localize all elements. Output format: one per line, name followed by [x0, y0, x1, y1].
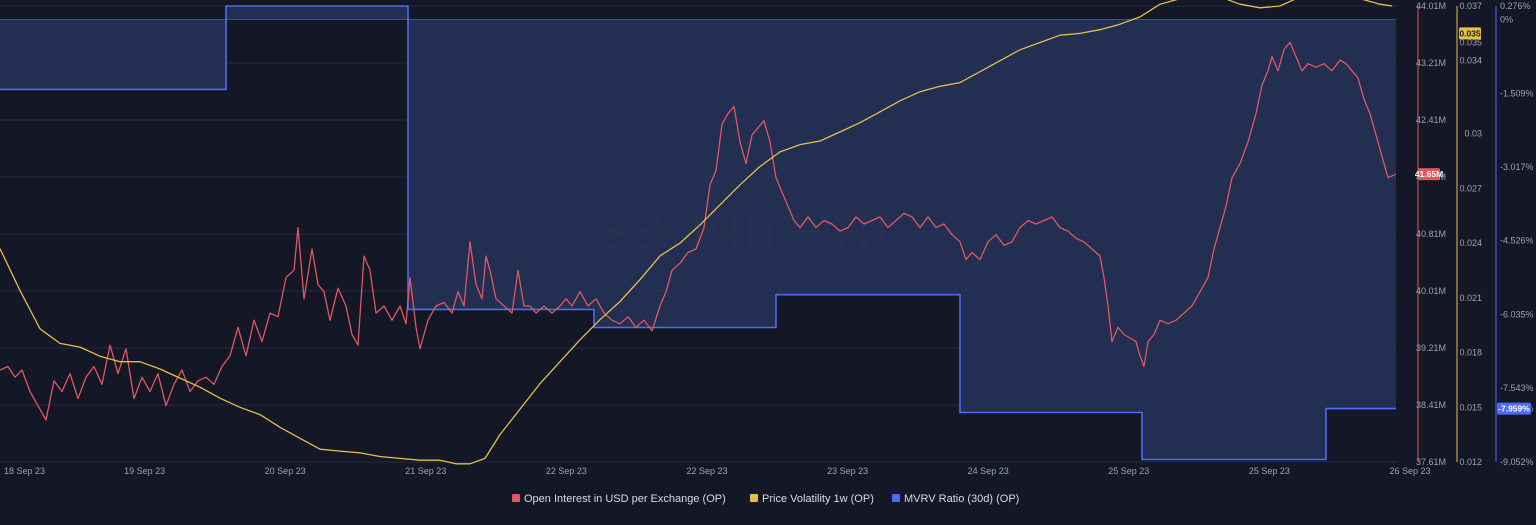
axis-tick-mvrv-5: -6.035% — [1500, 310, 1534, 320]
x-tick-9: 25 Sep 23 — [1249, 466, 1290, 476]
series-line-oi — [0, 41, 1397, 421]
axis-tick-mvrv-3: -3.017% — [1500, 162, 1534, 172]
axis-tick-oi-5: 40.01M — [1416, 286, 1446, 296]
legend-label-0: Open Interest in USD per Exchange (OP) — [524, 493, 726, 505]
axis-tick-oi-0: 44.01M — [1416, 1, 1446, 11]
axis-tick-mvrv-8: -9.052% — [1500, 457, 1534, 467]
axis-tick-oi-7: 38.41M — [1416, 400, 1446, 410]
axis-tick-oi-2: 42.41M — [1416, 115, 1446, 125]
legend-label-2: MVRV Ratio (30d) (OP) — [904, 493, 1019, 505]
axis-tick-mvrv-1: 0% — [1500, 14, 1513, 24]
axis-tick-vol-3: 0.03 — [1464, 129, 1482, 139]
current-badge-label-oi: 41.65M — [1415, 169, 1443, 179]
mvrv-fill-area — [0, 6, 1396, 460]
watermark: ·santiment· — [574, 190, 916, 262]
axis-tick-oi-4: 40.81M — [1416, 229, 1446, 239]
axis-tick-mvrv-2: -1.509% — [1500, 88, 1534, 98]
axis-tick-vol-8: 0.015 — [1459, 402, 1482, 412]
axis-tick-oi-1: 43.21M — [1416, 58, 1446, 68]
x-tick-3: 21 Sep 23 — [405, 466, 446, 476]
current-badge-vol — [1459, 27, 1481, 40]
x-tick-7: 24 Sep 23 — [968, 466, 1009, 476]
axis-tick-oi-8: 37.61M — [1416, 457, 1446, 467]
axis-tick-vol-0: 0.037 — [1459, 1, 1482, 11]
legend-swatch-0 — [512, 494, 520, 502]
axis-tick-vol-5: 0.024 — [1459, 238, 1482, 248]
x-axis: 18 Sep 23 19 Sep 23 20 Sep 23 21 Sep 23 22 S… — [4, 466, 1431, 476]
x-tick-5: 22 Sep 23 — [686, 466, 727, 476]
axis-tick-vol-1: 0.035 — [1459, 37, 1482, 47]
current-badge-label-vol: 0.035 — [1459, 28, 1481, 38]
axis-tick-oi-6: 39.21M — [1416, 343, 1446, 353]
x-tick-6: 23 Sep 23 — [827, 466, 868, 476]
axis-tick-vol-2: 0.034 — [1459, 56, 1482, 66]
y-axes: 44.01M43.21M42.41M41.61M40.81M40.01M39.2… — [1415, 1, 1534, 467]
current-badge-mvrv — [1497, 402, 1531, 415]
axis-tick-vol-4: 0.027 — [1459, 183, 1482, 193]
axis-tick-mvrv-6: -7.543% — [1500, 383, 1534, 393]
axis-tick-mvrv-0: 0.276% — [1500, 1, 1531, 11]
axis-tick-vol-6: 0.021 — [1459, 293, 1482, 303]
series-lines — [0, 0, 1397, 465]
current-badge-oi — [1418, 168, 1440, 181]
series-line-mvrv — [0, 5, 1396, 461]
legend-label-1: Price Volatility 1w (OP) — [762, 493, 874, 505]
legend[interactable]: Open Interest in USD per Exchange (OP) Pr… — [512, 493, 1019, 505]
x-tick-1: 19 Sep 23 — [124, 466, 165, 476]
axis-tick-vol-9: 0.012 — [1459, 457, 1482, 467]
series-line-vol — [0, 0, 1393, 465]
axis-tick-mvrv-4: -4.526% — [1500, 236, 1534, 246]
legend-swatch-2 — [892, 494, 900, 502]
x-tick-2: 20 Sep 23 — [265, 466, 306, 476]
axis-tick-vol-7: 0.018 — [1459, 348, 1482, 358]
current-badge-label-mvrv: -7.959% — [1498, 404, 1530, 414]
x-tick-8: 25 Sep 23 — [1108, 466, 1149, 476]
legend-swatch-1 — [750, 494, 758, 502]
x-tick-0: 18 Sep 23 — [4, 466, 45, 476]
mvrv-area — [0, 6, 1396, 460]
x-tick-4: 22 Sep 23 — [546, 466, 587, 476]
x-tick-10: 26 Sep 23 — [1389, 466, 1430, 476]
